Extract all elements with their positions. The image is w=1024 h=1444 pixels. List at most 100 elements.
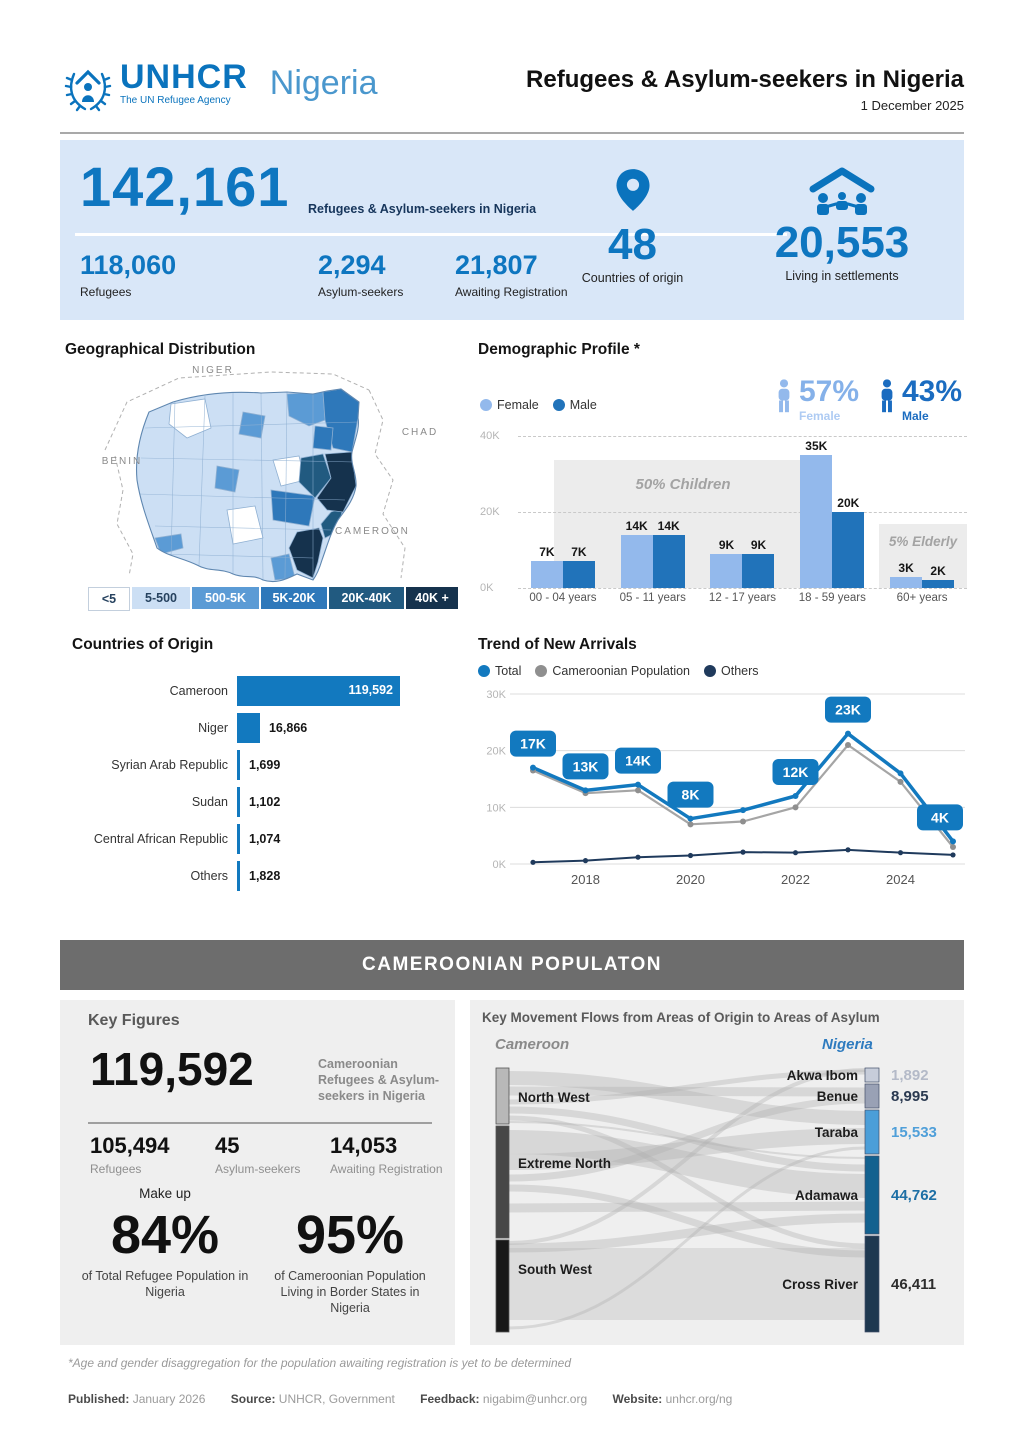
gridline-20K: 20K: [480, 506, 967, 518]
female-pct-label: Female: [799, 409, 841, 423]
trend-value-badge: [510, 730, 556, 757]
destination-node-label: Taraba: [815, 1125, 859, 1140]
website-link[interactable]: unhcr.org/ng: [665, 1392, 733, 1406]
trend-legend-item: Cameroonian Population: [535, 664, 690, 678]
settlements-label: Living in settlements: [785, 269, 899, 283]
origin-country-label: Cameroon: [169, 684, 228, 698]
origin-row: Sudan 1,102: [60, 787, 460, 817]
bar-value-label: 14K: [657, 518, 680, 533]
y-tick-40K: 40K: [480, 430, 500, 442]
state-shape: [226, 505, 264, 545]
trend-y-tick: 30K: [486, 689, 506, 701]
origin-node-label: South West: [518, 1262, 593, 1277]
geo-section-title: Geographical Distribution: [65, 341, 256, 358]
page-title: Refugees & Asylum-seekers in Nigeria: [526, 66, 964, 93]
source-value: UNHCR, Government: [278, 1392, 395, 1406]
origin-bar-zone: 1,828: [237, 861, 460, 891]
total-point: [950, 838, 956, 845]
destination-value: 46,411: [891, 1276, 936, 1293]
total-line: [532, 731, 955, 843]
flow-ribbon: [508, 1071, 866, 1125]
key-figures-panel: Key Figures 119,592 Cameroonian Refugees…: [60, 1000, 455, 1345]
female-bar-column: 14K: [620, 519, 653, 588]
logo-country: Nigeria: [269, 64, 378, 102]
location-pin-icon: [615, 169, 650, 211]
male-bar-column: 9K: [742, 538, 775, 588]
male-legend-label: Male: [569, 398, 597, 412]
header-divider: [60, 132, 964, 134]
origin-country-label: Others: [190, 869, 228, 883]
trend-line-chart: 0K 10K 20K 30K 2018 2020 2022 2024 17K 13K 14K 8K 12…: [486, 689, 965, 887]
trend-value-badge: [772, 759, 819, 785]
total-population-label: Refugees & Asylum-seekers in Nigeria: [308, 202, 537, 216]
trend-section-title: Trend of New Arrivals: [478, 636, 637, 653]
flow-ribbon: [508, 1069, 866, 1105]
male-percentage-block: 43% Male: [878, 377, 962, 423]
destination-node-label: Adamawa: [795, 1188, 859, 1203]
total-point: [582, 787, 589, 794]
female-bar-column: 35K: [800, 439, 833, 588]
state-border-line: [138, 493, 346, 501]
origin-row: Cameroon 119,592: [60, 676, 460, 706]
stat-awaiting-value: 21,807: [455, 250, 538, 280]
male-pct-label: Male: [902, 409, 929, 423]
origin-bar-zone: 1,699: [237, 750, 460, 780]
flow-ribbon: [508, 1213, 866, 1253]
published-value: January 2026: [132, 1392, 206, 1406]
origin-bar: 119,592: [237, 676, 400, 706]
published-label: Published:: [68, 1392, 130, 1406]
total-point: [740, 807, 746, 814]
pct-of-total-refugees: 84% of Total Refugee Population in Niger…: [80, 1208, 250, 1300]
total-point: [530, 764, 536, 771]
stat-asylum-label: Asylum-seekers: [318, 285, 404, 299]
flow-ribbon: [508, 1121, 866, 1159]
bar-value-label: 9K: [718, 537, 735, 552]
male-bar-column: 2K: [922, 564, 955, 588]
destination-node-label: Akwa Ibom: [787, 1068, 858, 1083]
trend-value-badge-text: 13K: [573, 758, 599, 774]
female-bar: [800, 455, 833, 588]
flow-ribbon: [508, 1128, 866, 1170]
flows-title: Key Movement Flows from Areas of Origin …: [482, 1010, 880, 1025]
stat-refugees: 118,060 Refugees: [80, 250, 176, 299]
destination-node: [864, 1109, 880, 1155]
state-shape: [154, 533, 184, 555]
male-bar: [562, 561, 595, 588]
origin-value: 16,866: [268, 721, 308, 735]
origin-node: [495, 1067, 510, 1125]
chad-cameroon-border-line: [368, 389, 406, 579]
bar-group: 3K 2K: [877, 436, 967, 588]
trend-value-badge-text: 12K: [783, 764, 809, 780]
stat-refugees-label: Refugees: [80, 285, 132, 299]
cameroonian-point: [950, 844, 956, 850]
destination-node: [864, 1235, 880, 1333]
origins-section-title: Countries of Origin: [72, 636, 214, 653]
state-shape: [214, 465, 240, 493]
trend-value-badge: [562, 753, 609, 780]
bar-value-label: 35K: [805, 439, 828, 453]
origin-bar: [237, 750, 240, 780]
male-bar-column: 20K: [832, 496, 865, 588]
state-border-line: [260, 392, 264, 581]
y-tick-0K: 0K: [480, 582, 494, 594]
female-legend-dot: [480, 399, 492, 411]
feedback-email[interactable]: nigabim@unhcr.org: [482, 1392, 588, 1406]
trend-y-tick: 0K: [493, 859, 507, 871]
flow-ribbon: [508, 1115, 866, 1249]
cameroonian-point: [740, 818, 746, 825]
bar-value-label: 2K: [930, 564, 946, 579]
stat-awaiting-registration: 21,807 Awaiting Registration: [455, 250, 568, 299]
trend-value-badge-text: 14K: [625, 753, 651, 769]
female-bar-column: 7K: [530, 545, 563, 588]
pct1-label: of Total Refugee Population in Nigeria: [81, 1269, 249, 1299]
others-point: [897, 850, 904, 856]
map-legend-bin: 40K +: [406, 587, 458, 609]
cameroonian-asylum-value: 45: [215, 1133, 240, 1158]
stat-refugees-value: 118,060: [80, 250, 177, 280]
cameroonian-point: [635, 787, 641, 794]
others-point: [792, 850, 799, 856]
origin-row: Others 1,828: [60, 861, 460, 891]
map-legend-bin: 5K-20K: [261, 587, 327, 609]
pct-border-states: 95% of Cameroonian Population Living in …: [265, 1208, 435, 1316]
flow-ribbon: [508, 1106, 866, 1172]
